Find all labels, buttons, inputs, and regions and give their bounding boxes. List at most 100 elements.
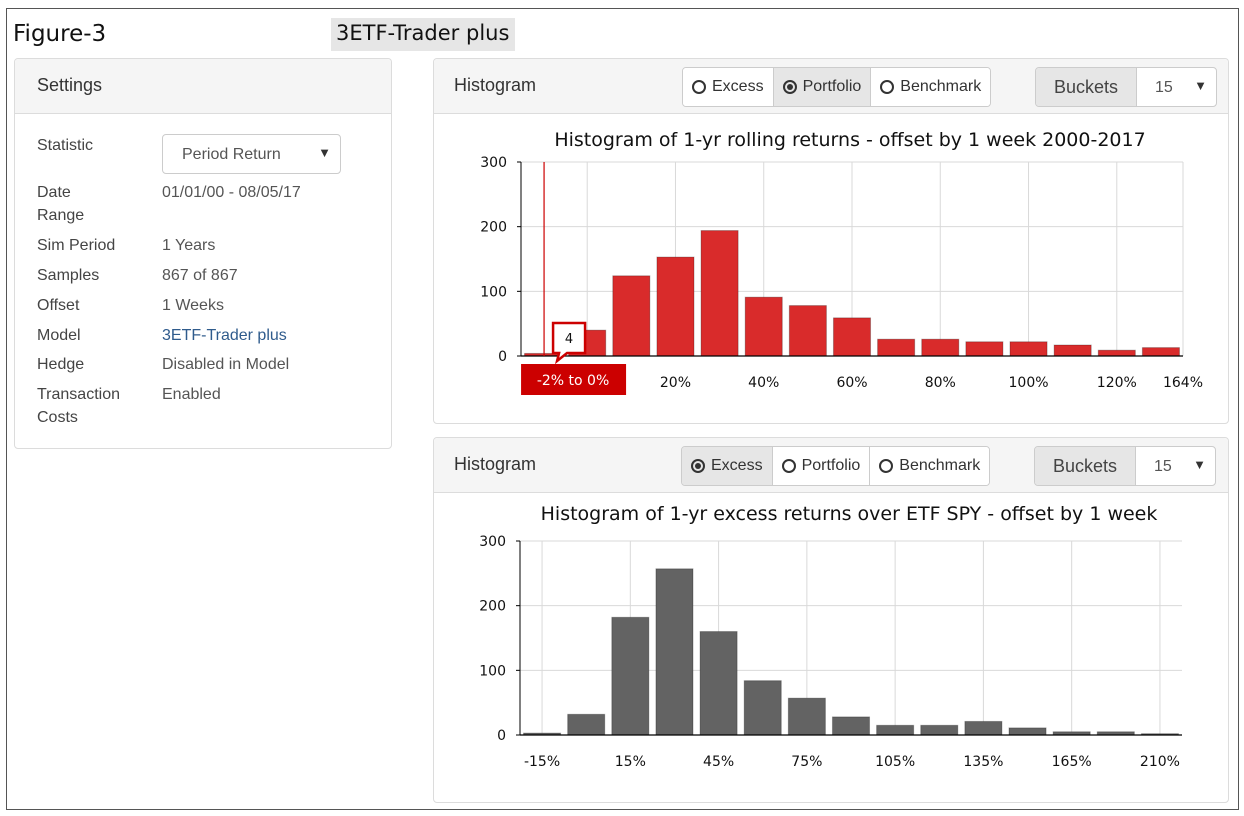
- y-tick-label: 0: [497, 728, 506, 744]
- y-tick-label: 300: [480, 155, 507, 171]
- series-toggle-group: Excess Portfolio Benchmark: [682, 67, 992, 107]
- tooltip-range-label: -2% to 0%: [537, 373, 609, 389]
- x-tick-label: 210%: [1140, 754, 1180, 770]
- histogram-chart-excess: Histogram of 1-yr excess returns over ET…: [479, 503, 1182, 770]
- histogram-bar: [744, 296, 783, 357]
- radio-icon: [692, 80, 706, 94]
- setting-label: Costs: [37, 409, 78, 426]
- x-tick-label: 75%: [791, 754, 822, 770]
- setting-label: Model: [37, 327, 81, 344]
- toggle-excess[interactable]: Excess: [682, 447, 773, 485]
- x-tick-label: 100%: [1009, 375, 1049, 391]
- tooltip-value-box: [551, 321, 587, 365]
- histogram-bar: [1009, 341, 1048, 357]
- toggle-benchmark[interactable]: Benchmark: [871, 68, 991, 106]
- settings-title: Settings: [37, 75, 103, 95]
- setting-label: Date: [37, 184, 71, 201]
- toggle-portfolio[interactable]: Portfolio: [773, 68, 872, 106]
- statistic-select[interactable]: Period Return ▼: [162, 134, 341, 174]
- buckets-select[interactable]: 15 ▼: [1137, 68, 1216, 106]
- x-tick-label: 20%: [660, 375, 691, 391]
- radio-icon: [782, 80, 797, 94]
- model-link[interactable]: 3ETF-Trader plus: [162, 327, 287, 344]
- x-tick-label: 120%: [1097, 375, 1137, 391]
- histogram-bar: [921, 338, 960, 357]
- series-toggle-group: Excess Portfolio Benchmark: [681, 446, 991, 486]
- setting-label: Range: [37, 207, 85, 224]
- settings-header: Settings: [15, 59, 391, 114]
- buckets-label: Buckets: [1035, 447, 1136, 485]
- histogram-bar: [965, 341, 1004, 357]
- setting-label: Sim Period: [37, 237, 116, 254]
- x-tick-label: 45%: [703, 754, 734, 770]
- y-tick-label: 200: [480, 220, 507, 236]
- figure-frame: [6, 8, 1239, 810]
- histogram-title: Histogram: [454, 75, 537, 95]
- histogram-bar: [1097, 349, 1136, 357]
- buckets-control: Buckets 15 ▼: [1035, 67, 1217, 107]
- setting-label: Offset: [37, 297, 80, 314]
- x-tick-label: 105%: [875, 754, 915, 770]
- histogram-bar: [656, 256, 695, 357]
- histogram-bar: [787, 697, 826, 736]
- x-tick-label: 15%: [615, 754, 646, 770]
- setting-value: Enabled: [162, 386, 221, 403]
- histogram-bar: [831, 716, 871, 736]
- x-tick-label: 135%: [963, 754, 1003, 770]
- y-tick-label: 100: [480, 284, 507, 300]
- toggle-portfolio[interactable]: Portfolio: [772, 447, 871, 485]
- histogram-bar: [655, 568, 694, 736]
- toggle-label: Portfolio: [801, 457, 861, 474]
- toggle-label: Excess: [711, 457, 763, 474]
- app-title: 3ETF-Trader plus: [331, 18, 516, 51]
- histogram-chart-portfolio: Histogram of 1-yr rolling returns - offs…: [480, 129, 1203, 395]
- statistic-value: Period Return: [182, 146, 281, 163]
- histogram-bar: [1008, 727, 1047, 736]
- toggle-label: Excess: [712, 78, 764, 95]
- figure-label: Figure-3: [13, 21, 107, 47]
- y-tick-label: 0: [498, 349, 507, 365]
- buckets-control: Buckets 15 ▼: [1034, 446, 1216, 486]
- buckets-value: 15: [1154, 458, 1172, 475]
- toggle-label: Portfolio: [802, 78, 862, 95]
- x-tick-label: 165%: [1052, 754, 1092, 770]
- histogram-bar: [567, 713, 606, 736]
- tooltip-range-box: [521, 364, 627, 395]
- toggle-label: Benchmark: [900, 78, 982, 95]
- radio-icon: [880, 80, 895, 94]
- histogram-bar: [699, 631, 738, 736]
- histogram-panel-excess: Histogram Excess Portfolio Benchmark Buc…: [433, 437, 1229, 803]
- setting-label: Hedge: [37, 356, 85, 373]
- setting-value: 01/01/00 - 08/05/17: [162, 184, 301, 201]
- setting-value: 1 Weeks: [162, 297, 224, 314]
- histogram-bar: [612, 275, 651, 357]
- settings-panel: Settings Statistic Period Return ▼ Date R…: [14, 58, 392, 449]
- setting-value: Disabled in Model: [162, 356, 290, 373]
- histogram-bar: [611, 616, 650, 736]
- setting-value: 867 of 867: [162, 267, 238, 284]
- x-tick-label: 40%: [748, 375, 779, 391]
- histogram-title: Histogram: [454, 454, 537, 474]
- buckets-label: Buckets: [1036, 68, 1137, 106]
- x-tick-label: 164%: [1163, 375, 1203, 391]
- y-tick-label: 200: [479, 599, 506, 615]
- histogram-bar: [832, 317, 872, 357]
- histogram-bar: [1053, 344, 1092, 357]
- x-tick-label: 80%: [925, 375, 956, 391]
- chevron-down-icon: ▼: [1193, 457, 1206, 472]
- toggle-benchmark[interactable]: Benchmark: [870, 447, 990, 485]
- histogram-bar: [788, 305, 827, 357]
- setting-value: 1 Years: [162, 237, 216, 254]
- histogram-bar: [743, 680, 782, 736]
- y-tick-label: 300: [479, 534, 506, 550]
- histogram-bar: [920, 724, 959, 736]
- chart-title: Histogram of 1-yr excess returns over ET…: [541, 503, 1158, 525]
- histogram-bar: [700, 230, 739, 357]
- toggle-excess[interactable]: Excess: [683, 68, 774, 106]
- radio-icon: [781, 459, 796, 473]
- histogram-bar: [877, 338, 916, 357]
- buckets-select[interactable]: 15 ▼: [1136, 447, 1215, 485]
- toggle-label: Benchmark: [899, 457, 981, 474]
- chart-title: Histogram of 1-yr rolling returns - offs…: [554, 129, 1145, 151]
- statistic-label: Statistic: [37, 137, 94, 154]
